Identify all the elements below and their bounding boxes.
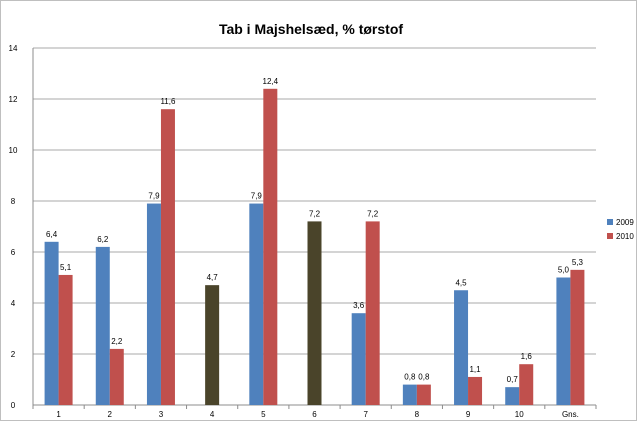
data-label: 4,5 bbox=[455, 278, 467, 287]
bar-2009-3 bbox=[146, 203, 161, 405]
bar-2010-2 bbox=[109, 348, 124, 405]
x-axis: 1 2 3 4 5 6 7 8 9 10 Gns. bbox=[32, 404, 597, 419]
data-label: 1,1 bbox=[469, 365, 481, 374]
bar-2009-Gns. bbox=[556, 277, 571, 405]
legend-label-2009: 2009 bbox=[616, 218, 634, 227]
data-label: 7,2 bbox=[367, 209, 379, 218]
data-label: 6,4 bbox=[46, 230, 58, 239]
x-tick-label: 5 bbox=[261, 410, 266, 419]
x-tick-label: 6 bbox=[312, 410, 317, 419]
bar-2009-1 bbox=[44, 241, 59, 405]
bar-4 bbox=[205, 285, 220, 405]
bar-2010-3 bbox=[160, 109, 175, 405]
x-tick-label: 9 bbox=[466, 410, 471, 419]
legend-swatch-2009 bbox=[607, 219, 613, 225]
y-tick-label: 10 bbox=[9, 146, 18, 155]
y-tick-label: 4 bbox=[11, 299, 16, 308]
legend: 2009 2010 bbox=[607, 218, 634, 241]
bar-6 bbox=[307, 221, 322, 405]
y-tick-label: 8 bbox=[11, 197, 16, 206]
bar-2009-7 bbox=[351, 313, 366, 405]
data-label: 6,2 bbox=[97, 235, 109, 244]
data-label: 5,1 bbox=[60, 263, 72, 272]
x-tick-label: 3 bbox=[159, 410, 164, 419]
data-label: 1,6 bbox=[521, 352, 533, 361]
x-tick-label: Gns. bbox=[562, 410, 579, 419]
legend-swatch-2010 bbox=[607, 233, 613, 239]
bar-2010-Gns. bbox=[570, 269, 585, 405]
x-tick-label: 1 bbox=[56, 410, 61, 419]
legend-label-2010: 2010 bbox=[616, 232, 634, 241]
bar-2009-10 bbox=[505, 387, 520, 405]
y-axis: 0 2 4 6 8 10 12 14 bbox=[9, 44, 34, 410]
y-tick-label: 12 bbox=[9, 95, 18, 104]
data-label: 3,6 bbox=[353, 301, 365, 310]
bar-2010-1 bbox=[58, 274, 73, 405]
bar-2010-8 bbox=[416, 384, 431, 405]
bar-2009-8 bbox=[402, 384, 417, 405]
x-tick-label: 8 bbox=[415, 410, 420, 419]
x-tick-label: 10 bbox=[515, 410, 524, 419]
y-tick-label: 0 bbox=[11, 401, 16, 410]
bar-2009-2 bbox=[95, 246, 110, 405]
data-label: 5,0 bbox=[558, 266, 570, 275]
y-tick-label: 2 bbox=[11, 350, 16, 359]
chart-title: Tab i Majshelsæd, % tørstof bbox=[219, 21, 403, 37]
data-label: 11,6 bbox=[160, 97, 176, 106]
data-label: 12,4 bbox=[263, 77, 279, 86]
x-tick-label: 2 bbox=[108, 410, 113, 419]
bar-2009-9 bbox=[454, 290, 469, 405]
bar-2010-5 bbox=[263, 88, 278, 406]
bar-2010-10 bbox=[519, 364, 534, 405]
data-labels: 6,4 5,1 6,2 2,2 7,9 11,6 4,7 7,9 12,4 7,2 3,6 7,2 0,… bbox=[46, 77, 583, 384]
data-label: 0,8 bbox=[404, 373, 416, 382]
data-label: 7,2 bbox=[309, 209, 321, 218]
y-tick-label: 6 bbox=[11, 248, 16, 257]
bar-2009-5 bbox=[249, 203, 264, 405]
data-label: 0,8 bbox=[418, 373, 430, 382]
bars bbox=[44, 88, 585, 406]
x-tick-label: 4 bbox=[210, 410, 215, 419]
data-label: 5,3 bbox=[572, 258, 584, 267]
data-label: 4,7 bbox=[207, 273, 219, 282]
data-label: 7,9 bbox=[251, 192, 263, 201]
y-tick-label: 14 bbox=[9, 44, 18, 53]
bar-2010-9 bbox=[468, 376, 483, 405]
data-label: 2,2 bbox=[111, 337, 123, 346]
data-label: 7,9 bbox=[148, 192, 160, 201]
x-tick-label: 7 bbox=[363, 410, 368, 419]
data-label: 0,7 bbox=[507, 375, 519, 384]
bar-2010-7 bbox=[365, 221, 380, 405]
